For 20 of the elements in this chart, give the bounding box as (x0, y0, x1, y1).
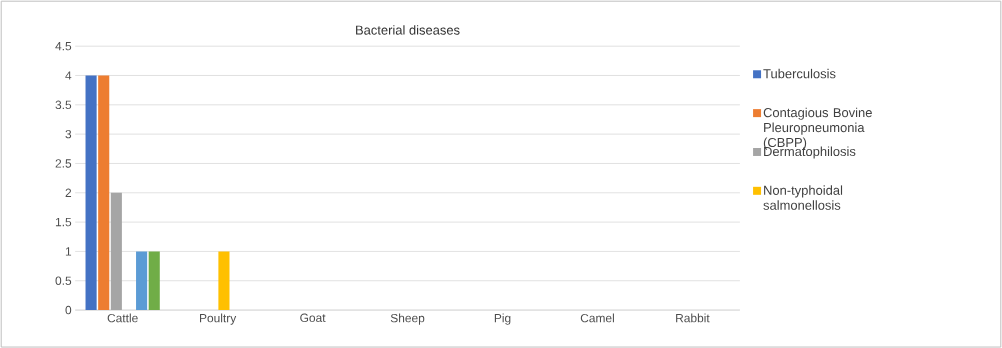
legend-label: Tuberculosis (763, 68, 836, 79)
x-tick-label: Pig (494, 313, 511, 325)
y-tick-label: 3 (65, 129, 72, 139)
y-tick-label: 0 (65, 305, 72, 315)
y-tick-label: 4 (65, 71, 72, 80)
y-tick-label: 2.5 (55, 159, 72, 168)
x-tick-label: Camel (580, 313, 614, 323)
x-tick-label: Goat (300, 313, 326, 322)
x-tick-label: Sheep (390, 313, 425, 325)
x-tick-label: Rabbit (676, 313, 710, 323)
x-tick-label: Cattle (107, 313, 138, 323)
chart-title: Bacterial diseases (356, 25, 460, 35)
x-tick-label: Poultry (200, 313, 237, 325)
y-tick-label: 0.5 (55, 276, 72, 285)
legend-label: Non-typhoidal salmonellosis (763, 185, 843, 210)
y-tick-label: 1 (65, 247, 72, 256)
y-tick-label: 3.5 (55, 100, 72, 109)
y-tick-label: 2 (65, 188, 72, 197)
y-tick-label: 1.5 (55, 217, 72, 227)
y-tick-label: 4.5 (55, 41, 72, 51)
